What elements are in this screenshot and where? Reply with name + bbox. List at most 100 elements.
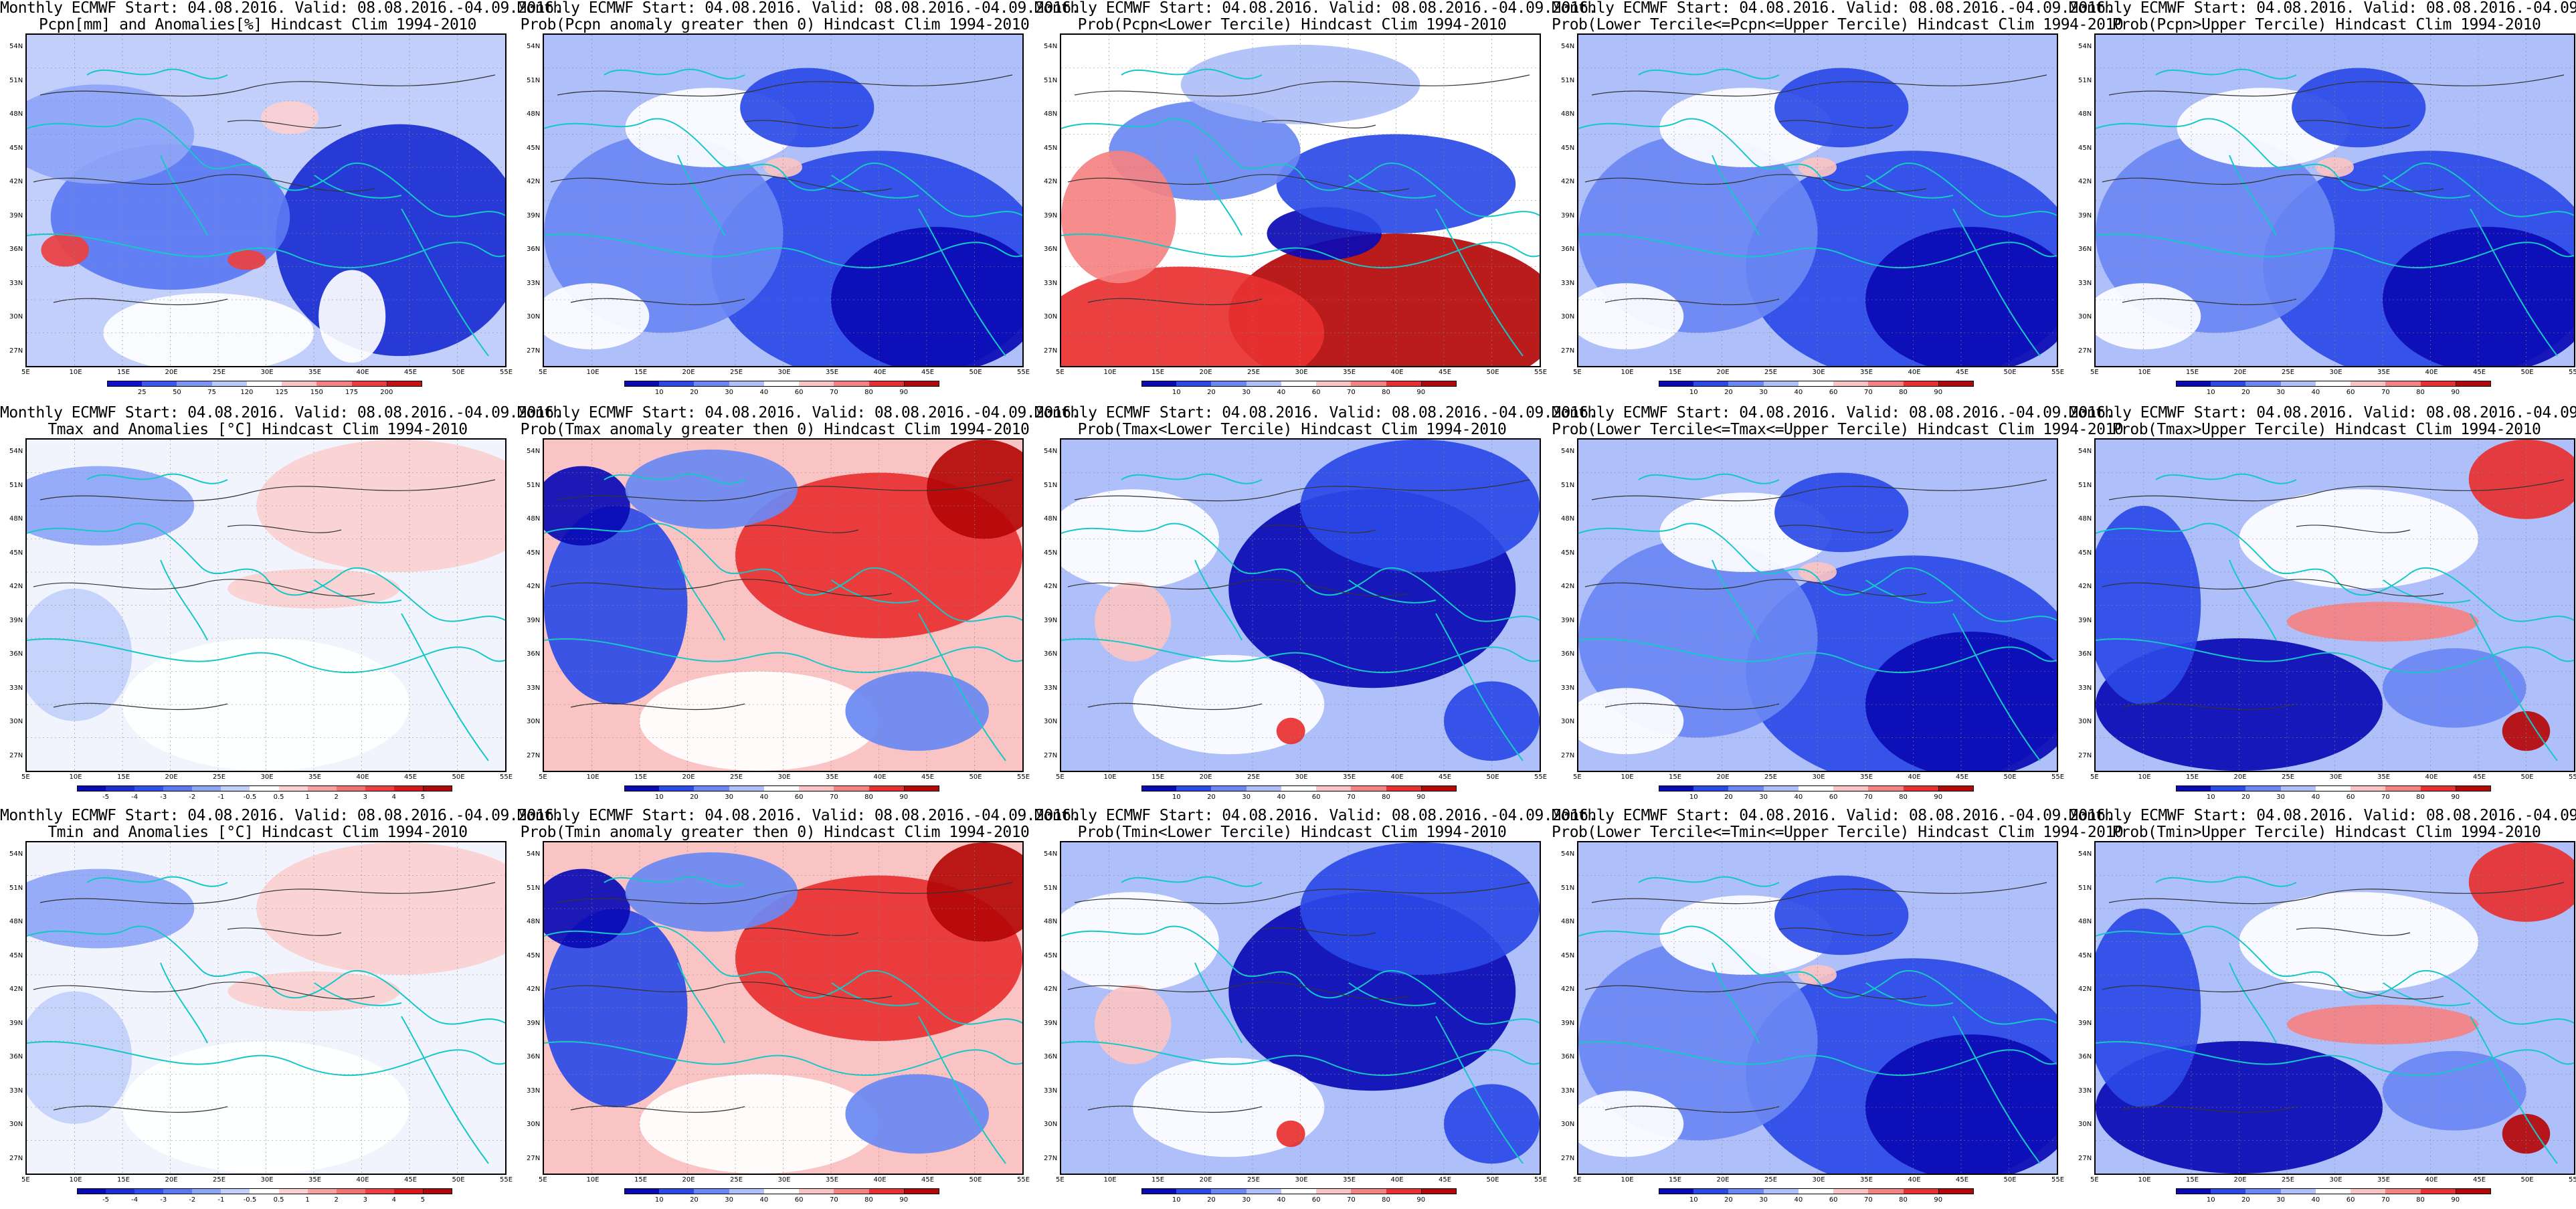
- colorbar-label: 40: [2311, 794, 2320, 801]
- latitude-label: 39N: [9, 211, 23, 219]
- shaded-region: [1578, 688, 1684, 755]
- colorbar-label: 90: [1934, 1196, 1943, 1204]
- map-shading: [1061, 842, 1540, 1174]
- colorbar-swatch: [2385, 381, 2421, 387]
- latitude-label: 39N: [2078, 211, 2092, 219]
- map-shading: [27, 842, 505, 1174]
- shaded-region: [1578, 539, 1818, 738]
- latitude-label: 42N: [2078, 178, 2092, 186]
- colorbar-swatch: [134, 785, 165, 792]
- colorbar-swatch: [1868, 1188, 1904, 1194]
- coastline: [1121, 68, 1263, 80]
- shaded-region: [27, 991, 132, 1124]
- coastline: [86, 473, 228, 484]
- longitude-label: 45E: [1439, 1176, 1452, 1184]
- colorbar-swatch: [1693, 1188, 1730, 1194]
- longitude-label: 45E: [1439, 773, 1452, 781]
- coastline: [27, 523, 505, 622]
- colorbar-swatch: [1141, 381, 1178, 387]
- map-panel: Monthly ECMWF Start: 04.08.2016. Valid: …: [517, 405, 1080, 806]
- longitude-label: 40E: [1390, 1176, 1404, 1184]
- map-shading: [2096, 35, 2574, 366]
- colorbar-swatch: [2351, 785, 2387, 792]
- longitude-label: 40E: [1908, 1176, 1921, 1184]
- contour-line: [550, 579, 893, 597]
- colorbar-label: 60: [1829, 794, 1838, 801]
- panel-title: Monthly ECMWF Start: 04.08.2016. Valid: …: [2069, 0, 2576, 33]
- longitude-label: 30E: [1295, 369, 1308, 376]
- latitude-label: 39N: [1561, 616, 1575, 624]
- longitude-label: 35E: [1860, 1176, 1873, 1184]
- latitude-label: 54N: [9, 448, 23, 455]
- latitude-label: 39N: [2078, 1019, 2092, 1027]
- colorbar-label: 90: [1934, 389, 1943, 396]
- contour-line: [2108, 479, 2565, 502]
- colorbar: 10 20 30 40 60 70 80 90: [624, 1188, 939, 1207]
- longitude-label: 25E: [730, 773, 743, 781]
- shaded-region: [227, 250, 266, 270]
- map-shading: [27, 35, 505, 366]
- colorbar-swatch: [2245, 381, 2282, 387]
- longitude-label: 15E: [1669, 369, 1682, 376]
- latitude-label: 30N: [1044, 718, 1058, 726]
- contour-line: [1778, 120, 1894, 128]
- longitude-label: 55E: [1534, 1176, 1548, 1184]
- colorbar-swatch: [221, 1188, 251, 1194]
- coastline: [1638, 876, 1780, 887]
- map-area: [1060, 841, 1541, 1175]
- longitude-label: 45E: [404, 773, 418, 781]
- latitude-label: 27N: [527, 1155, 541, 1162]
- colorbar-label: 60: [794, 1196, 804, 1204]
- colorbar-label: 90: [2451, 1196, 2460, 1204]
- latitude-label: 39N: [1044, 616, 1058, 624]
- colorbar-swatch: [1798, 1188, 1835, 1194]
- colorbar-label: 20: [690, 794, 699, 801]
- longitude-label: 5E: [539, 773, 547, 781]
- colorbar-swatch: [1903, 785, 1939, 792]
- colorbar-swatch: [694, 381, 730, 387]
- colorbar-swatch: [799, 381, 835, 387]
- colorbar-swatch: [336, 785, 366, 792]
- colorbar-label: 25: [137, 389, 147, 396]
- colorbar-swatch: [1211, 381, 1247, 387]
- latitude-label: 42N: [1561, 178, 1575, 186]
- latitude-label: 54N: [9, 850, 23, 858]
- contour-line: [2296, 120, 2411, 128]
- latitude-label: 33N: [2078, 1087, 2092, 1095]
- shaded-region: [625, 852, 798, 932]
- longitude-label: 15E: [1152, 1176, 1165, 1184]
- longitude-label: 5E: [1056, 369, 1065, 376]
- coastline: [27, 925, 505, 1025]
- latitude-label: 39N: [1044, 1019, 1058, 1027]
- shaded-region: [41, 234, 89, 267]
- colorbar-swatch: [163, 785, 193, 792]
- colorbar-swatch: [763, 381, 800, 387]
- latitude-label: 30N: [1561, 313, 1575, 321]
- coastline: [1578, 925, 2057, 1025]
- map-area: [25, 438, 507, 772]
- coastline: [1348, 579, 1437, 603]
- latitude-label: 48N: [2078, 515, 2092, 523]
- latitude-label: 54N: [1044, 448, 1058, 455]
- longitude-label: 15E: [1152, 773, 1165, 781]
- longitude-label: 55E: [1017, 1176, 1030, 1184]
- latitude-label: 36N: [2078, 246, 2092, 254]
- colorbar-swatch: [393, 1188, 424, 1194]
- contour-line: [744, 525, 859, 533]
- colorbar-swatch: [365, 1188, 395, 1194]
- colorbar-label: 30: [1759, 389, 1768, 396]
- coastline: [1061, 638, 1540, 674]
- coastline: [2096, 118, 2574, 217]
- latitude-label: 27N: [1561, 347, 1575, 355]
- coastline: [1121, 876, 1263, 887]
- panel-title-line2: Prob(Pcpn<Lower Tercile) Hindcast Clim 1…: [1077, 16, 1507, 33]
- map-panel: Monthly ECMWF Start: 04.08.2016. Valid: …: [0, 405, 563, 806]
- colorbar-swatch: [1728, 1188, 1764, 1194]
- longitude-label: 50E: [452, 773, 465, 781]
- colorbar-swatch: [659, 381, 695, 387]
- colorbar-label: 70: [1346, 794, 1356, 801]
- latitude-label: 27N: [1044, 1155, 1058, 1162]
- longitude-label: 45E: [921, 369, 935, 376]
- longitude-label: 10E: [1103, 369, 1117, 376]
- colorbar-swatch: [1798, 785, 1835, 792]
